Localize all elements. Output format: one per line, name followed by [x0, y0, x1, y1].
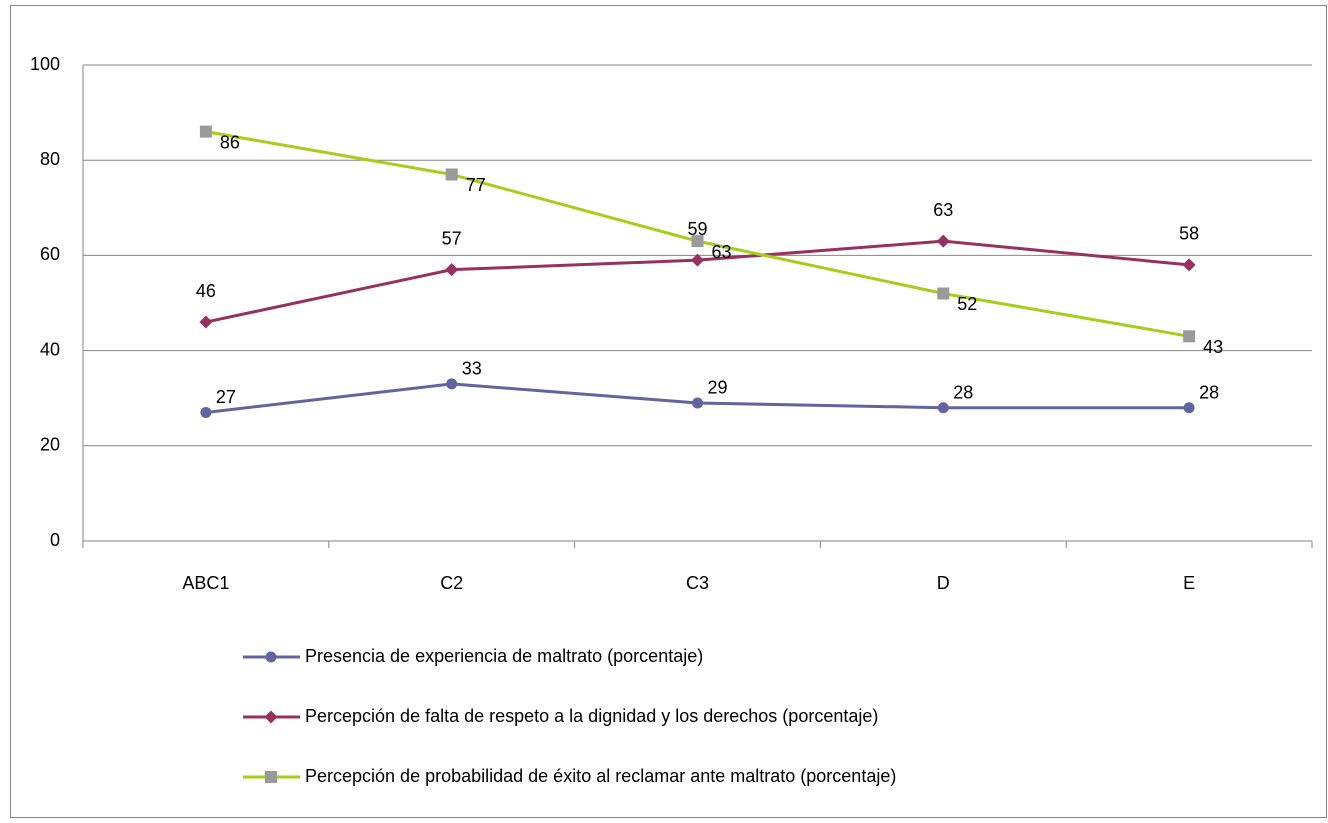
data-point — [936, 234, 950, 248]
data-label: 77 — [466, 175, 486, 195]
legend-marker — [264, 710, 278, 724]
x-tick-label: C2 — [440, 573, 463, 593]
data-label: 57 — [442, 228, 462, 248]
data-point — [1183, 402, 1195, 414]
y-tick-label: 100 — [30, 54, 60, 74]
data-point — [445, 168, 458, 181]
data-point — [200, 406, 212, 418]
legend-marker — [265, 651, 277, 663]
data-point — [446, 378, 458, 390]
data-point — [1182, 258, 1196, 272]
data-label: 52 — [957, 294, 977, 314]
data-point — [1183, 330, 1196, 343]
data-point — [691, 235, 704, 248]
data-label: 27 — [216, 387, 236, 407]
legend-label: Presencia de experiencia de maltrato (po… — [305, 646, 703, 666]
data-label: 43 — [1203, 337, 1223, 357]
data-label: 63 — [712, 242, 732, 262]
data-label: 86 — [220, 132, 240, 152]
data-point — [199, 125, 212, 138]
data-label: 28 — [953, 382, 973, 402]
data-label: 29 — [708, 378, 728, 398]
data-point — [691, 253, 704, 267]
data-point — [937, 402, 949, 414]
legend-marker — [265, 771, 277, 783]
y-tick-label: 80 — [40, 149, 60, 169]
x-tick-label: E — [1183, 573, 1195, 593]
data-label: 33 — [462, 359, 482, 379]
data-point — [445, 263, 459, 277]
data-label: 46 — [196, 281, 216, 301]
x-tick-label: ABC1 — [182, 573, 229, 593]
data-point — [199, 315, 213, 329]
y-tick-label: 40 — [40, 339, 60, 359]
data-point — [937, 287, 950, 300]
y-tick-label: 0 — [50, 530, 60, 550]
legend-label: Percepción de falta de respeto a la dign… — [305, 706, 878, 726]
data-label: 28 — [1199, 382, 1219, 402]
x-tick-label: C3 — [686, 573, 709, 593]
y-tick-label: 60 — [40, 244, 60, 264]
data-point — [692, 397, 703, 409]
data-label: 59 — [687, 219, 707, 239]
legend-label: Percepción de probabilidad de éxito al r… — [305, 766, 896, 786]
y-tick-label: 20 — [40, 435, 60, 455]
chart-frame — [10, 5, 1327, 818]
x-tick-label: D — [937, 573, 950, 593]
data-label: 58 — [1179, 224, 1199, 244]
data-label: 63 — [933, 200, 953, 220]
